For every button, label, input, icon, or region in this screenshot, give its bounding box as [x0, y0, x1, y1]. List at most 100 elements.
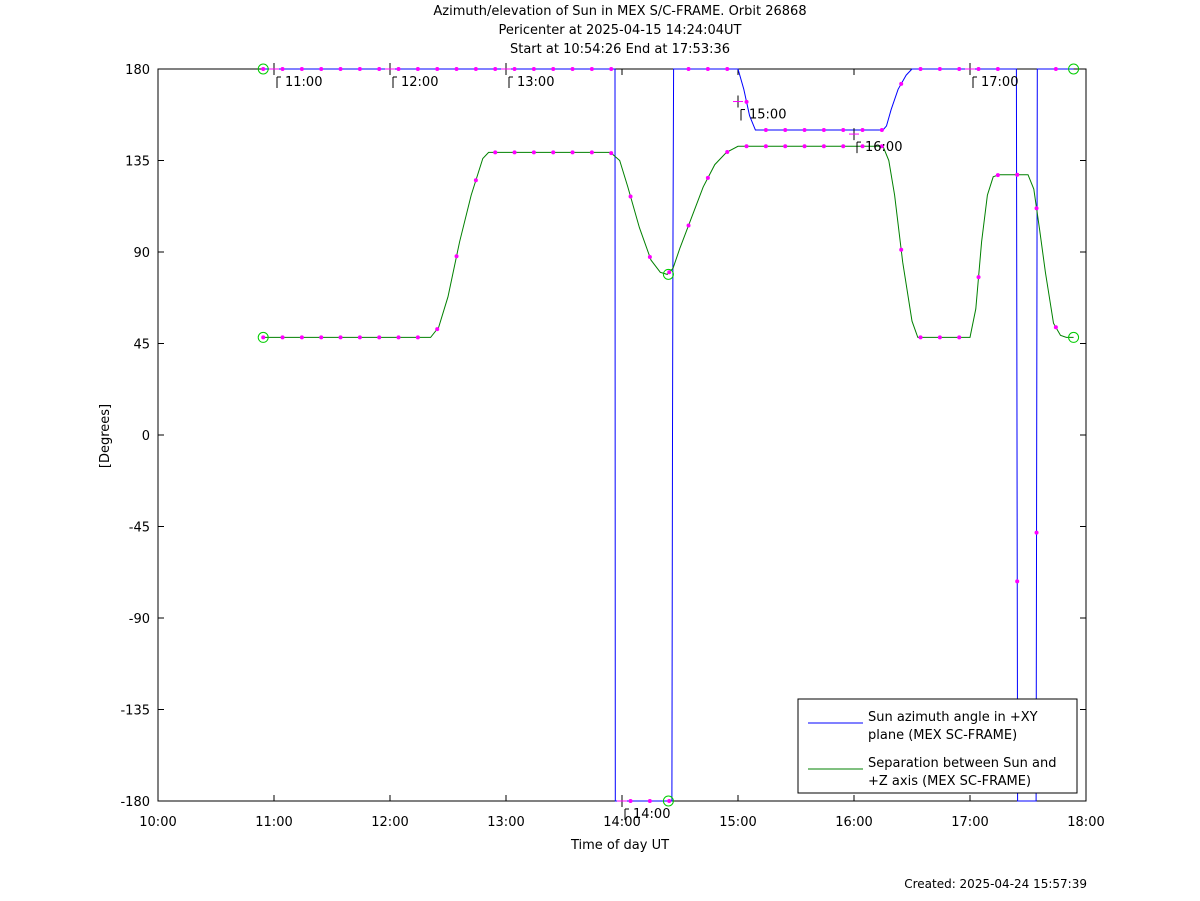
series-point-marker [995, 67, 1000, 71]
series-point-marker [338, 335, 343, 340]
y-tick-label: -90 [129, 612, 150, 627]
y-axis-label: [Degrees] [98, 404, 113, 468]
hour-annotation-label: 11:00 [285, 75, 322, 90]
series-point-marker [899, 247, 904, 252]
series-point-marker [957, 67, 962, 71]
series-point-marker [937, 67, 942, 71]
series-point-marker [396, 335, 401, 340]
x-tick-label: 11:00 [255, 815, 292, 830]
hour-annotation-label: 14:00 [633, 807, 670, 822]
series-point-marker [725, 67, 730, 71]
plot-frame [157, 68, 1087, 802]
series-point-marker [357, 335, 362, 340]
created-timestamp: Created: 2025-04-24 15:57:39 [904, 877, 1087, 891]
series-point-marker [396, 67, 401, 71]
series-point-marker [841, 128, 846, 132]
series-end-marker [1068, 63, 1080, 75]
series-point-marker [821, 144, 826, 149]
series-start-marker [257, 331, 269, 343]
series-point-marker [879, 128, 884, 132]
series-point-marker [647, 254, 652, 259]
hour-annotation-label: 17:00 [981, 75, 1018, 90]
x-tick-label: 16:00 [835, 815, 872, 830]
y-tick-label: 90 [133, 246, 150, 261]
legend: Sun azimuth angle in +XY plane (MEX SC-FR… [797, 698, 1078, 794]
x-tick-label: 18:00 [1067, 815, 1104, 830]
series-point-marker [976, 67, 981, 71]
series-point-marker [299, 67, 304, 71]
series-point-marker [280, 335, 285, 340]
series-point-marker [628, 194, 633, 199]
series-point-marker [493, 67, 498, 71]
series-point-marker [531, 67, 536, 71]
series-point-marker [821, 128, 826, 132]
series-point-marker [995, 173, 1000, 178]
y-tick-label: 0 [142, 429, 150, 444]
x-tick-label: 12:00 [371, 815, 408, 830]
series-line-2 [263, 145, 1074, 338]
series-point-marker [667, 799, 672, 803]
series-point-marker [705, 67, 710, 71]
series-point-marker [937, 335, 942, 340]
series-point-marker [783, 128, 788, 132]
series-point-marker [473, 67, 478, 71]
series-point-marker [338, 67, 343, 71]
series-point-marker [280, 67, 285, 71]
series-point-marker [570, 150, 575, 155]
series-point-marker [725, 149, 730, 154]
y-tick-label: 45 [133, 338, 150, 353]
series-point-marker [299, 335, 304, 340]
series-point-marker [705, 175, 710, 180]
series-point-marker [918, 335, 923, 340]
y-axis: 180 135 90 45 0 -45 -90 -135 -180 [120, 63, 1086, 810]
plot-area [157, 68, 1087, 802]
series-point-marker [357, 67, 362, 71]
series-point-marker [1053, 67, 1058, 71]
series-point-marker [899, 81, 904, 86]
pericenter-marker-azimuth [662, 795, 674, 807]
series-point-marker [415, 335, 420, 340]
series-end-marker [1068, 331, 1080, 343]
series-point-marker [976, 275, 981, 280]
legend-box [797, 698, 1078, 794]
series-start-marker [257, 63, 269, 75]
series-point-marker [802, 128, 807, 132]
hour-annotation-label: 12:00 [401, 75, 438, 90]
legend-label-1: Sun azimuth angle in +XY [868, 710, 1038, 725]
series-point-marker [860, 144, 865, 149]
annotation-group: 11:00 12:00 13:00 14:00 15:00 16:00 17:00 [269, 63, 1018, 822]
y-tick-label: 180 [125, 63, 150, 78]
y-tick-label: 135 [125, 155, 150, 170]
series-point-marker [512, 150, 517, 155]
series-point-marker [454, 67, 459, 71]
series-point-marker [763, 144, 768, 149]
chart-title-line-3: Start at 10:54:26 End at 17:53:36 [509, 42, 731, 57]
series-group [257, 63, 1080, 807]
y-tick-label: -45 [129, 521, 150, 536]
pericenter-marker [662, 268, 674, 280]
series-point-marker [686, 67, 691, 71]
series-point-marker [319, 335, 324, 340]
series-point-marker [589, 67, 594, 71]
series-point-marker [261, 335, 266, 340]
x-tick-label: 13:00 [487, 815, 524, 830]
series-point-marker [551, 67, 556, 71]
series-point-marker [319, 67, 324, 71]
x-tick-label: 17:00 [951, 815, 988, 830]
series-point-marker [918, 67, 923, 71]
series-point-marker [589, 150, 594, 155]
y-tick-label: -135 [120, 704, 150, 719]
series-point-marker [415, 67, 420, 71]
hour-annotation-label: 16:00 [865, 140, 902, 155]
series-point-marker [1053, 325, 1058, 330]
series-point-marker [783, 144, 788, 149]
chart-title-line-1: Azimuth/elevation of Sun in MEX S/C-FRAM… [433, 4, 807, 19]
series-point-marker [512, 67, 517, 71]
series-point-marker [647, 799, 652, 803]
series-point-marker [435, 327, 440, 332]
hour-annotation-label: 15:00 [749, 108, 786, 123]
series-point-marker [686, 223, 691, 228]
series-point-marker [860, 128, 865, 132]
series-point-marker [841, 144, 846, 149]
